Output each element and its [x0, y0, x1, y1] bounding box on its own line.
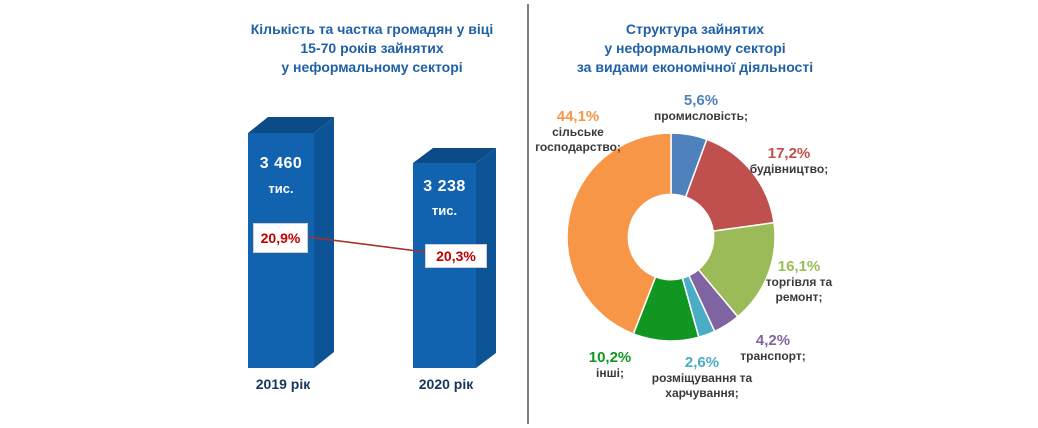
- slice-label-construction: 17,2% будівництво;: [750, 145, 828, 177]
- donut-slice-2: [697, 221, 776, 318]
- slice-cat-agriculture-line2: господарство;: [535, 140, 621, 154]
- share-badge-2019: 20,9%: [253, 223, 308, 253]
- bar-2019-side-face: [314, 117, 334, 368]
- slice-label-accommodation: 2,6% розміщування та харчування;: [652, 354, 752, 401]
- left-chart-title: Кількість та частка громадян у віці 15-7…: [228, 20, 516, 77]
- bar-2020-value-label: 3 238: [423, 178, 466, 195]
- left-chart-title-line3: у неформальному секторі: [281, 59, 463, 75]
- slice-label-others: 10,2% інші;: [589, 349, 632, 381]
- slice-cat-industry: промисловість;: [653, 109, 749, 123]
- slice-pct-others: 10,2%: [588, 349, 632, 366]
- bar-2019-top-face: [248, 117, 334, 133]
- share-badge-2020: 20,3%: [425, 244, 487, 268]
- slice-pct-industry: 5,6%: [683, 92, 719, 109]
- slice-label-transport: 4,2% транспорт;: [740, 332, 805, 364]
- slice-cat-transport: транспорт;: [740, 349, 806, 363]
- slice-cat-construction: будівництво;: [749, 162, 829, 176]
- slice-label-trade: 16,1% торгівля та ремонт;: [766, 258, 832, 305]
- left-chart-title-line1: Кількість та частка громадян у віці: [250, 21, 494, 37]
- bar-2020-unit-label: тис.: [431, 203, 458, 218]
- slice-label-agriculture: 44,1% сільське господарство;: [535, 108, 621, 155]
- slice-cat-accommodation-line1: розміщування та: [651, 371, 753, 385]
- slice-pct-agriculture: 44,1%: [556, 108, 600, 125]
- trend-line: [307, 236, 426, 253]
- vertical-divider: [527, 4, 529, 424]
- slice-label-industry: 5,6% промисловість;: [654, 92, 748, 124]
- share-2019-text: 20,9%: [260, 230, 301, 246]
- bar-2020-top-face: [413, 148, 496, 163]
- slice-cat-others: інші;: [596, 366, 624, 380]
- bar-2019-value-label: 3 460: [259, 155, 303, 172]
- slice-cat-trade-line2: ремонт;: [775, 290, 823, 304]
- slice-pct-trade: 16,1%: [777, 258, 821, 275]
- left-chart-title-line2: 15-70 років зайнятих: [300, 40, 444, 56]
- right-chart-title: Структура зайнятих у неформальному секто…: [545, 20, 845, 77]
- donut-slice-1: [684, 138, 775, 232]
- donut-slice-6: [566, 132, 672, 335]
- donut: [566, 132, 776, 342]
- slice-cat-trade-line1: торгівля та: [765, 275, 833, 289]
- right-chart-title-line3: за видами економічної діяльності: [576, 59, 814, 75]
- slice-pct-transport: 4,2%: [755, 332, 791, 349]
- right-chart-title-line1: Структура зайнятих: [625, 21, 765, 37]
- slice-pct-accommodation: 2,6%: [684, 354, 720, 371]
- slice-pct-construction: 17,2%: [767, 145, 811, 162]
- bar-2019-unit-label: тис.: [268, 181, 294, 196]
- right-chart-title-line2: у неформальному секторі: [604, 40, 786, 56]
- x-axis-label-2020: 2020 рік: [418, 376, 474, 392]
- slice-cat-accommodation-line2: харчування;: [665, 386, 739, 400]
- x-axis-label-2019: 2019 рік: [255, 376, 311, 392]
- slice-cat-agriculture-line1: сільське: [552, 125, 604, 139]
- share-2020-text: 20,3%: [436, 248, 476, 264]
